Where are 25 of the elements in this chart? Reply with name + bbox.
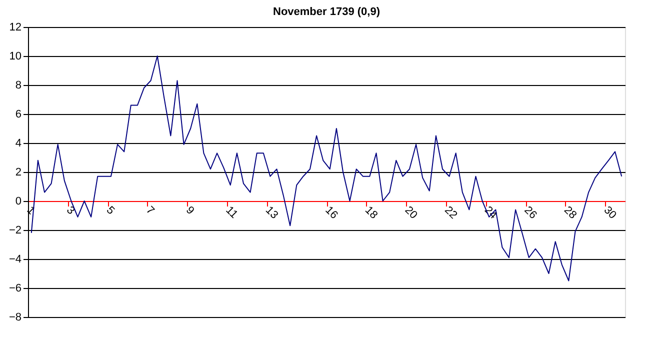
y-tick-label: 6 — [15, 108, 22, 120]
x-tick-label: 16 — [322, 204, 340, 222]
x-tick-label: 30 — [601, 204, 619, 222]
y-tick-label: 4 — [15, 138, 22, 150]
y-tick-label: −8 — [8, 312, 22, 324]
x-tick-label: 22 — [442, 204, 460, 222]
x-tick-label: 26 — [522, 204, 539, 222]
x-tick-label: 20 — [402, 204, 420, 222]
x-tick-label: 5 — [104, 204, 117, 218]
x-tick-label: 13 — [263, 204, 280, 222]
y-tick-label: 8 — [15, 80, 22, 92]
x-tick-label: 3 — [64, 204, 77, 218]
y-tick-label: 10 — [9, 50, 22, 62]
y-tick-label: −4 — [8, 254, 22, 266]
y-tick-label: 0 — [15, 196, 22, 208]
x-tick-label: 18 — [362, 204, 380, 222]
x-tick-label: 28 — [562, 204, 579, 222]
x-tick-label: 11 — [223, 204, 240, 221]
y-tick-label: −2 — [8, 224, 22, 236]
chart-title: November 1739 (0,9) — [273, 6, 380, 18]
x-tick-label: 9 — [183, 204, 196, 218]
y-tick-label: 2 — [15, 166, 22, 178]
y-tick-label: 12 — [9, 22, 22, 34]
x-tick-label: 7 — [144, 204, 156, 218]
y-tick-label: −6 — [8, 282, 22, 294]
